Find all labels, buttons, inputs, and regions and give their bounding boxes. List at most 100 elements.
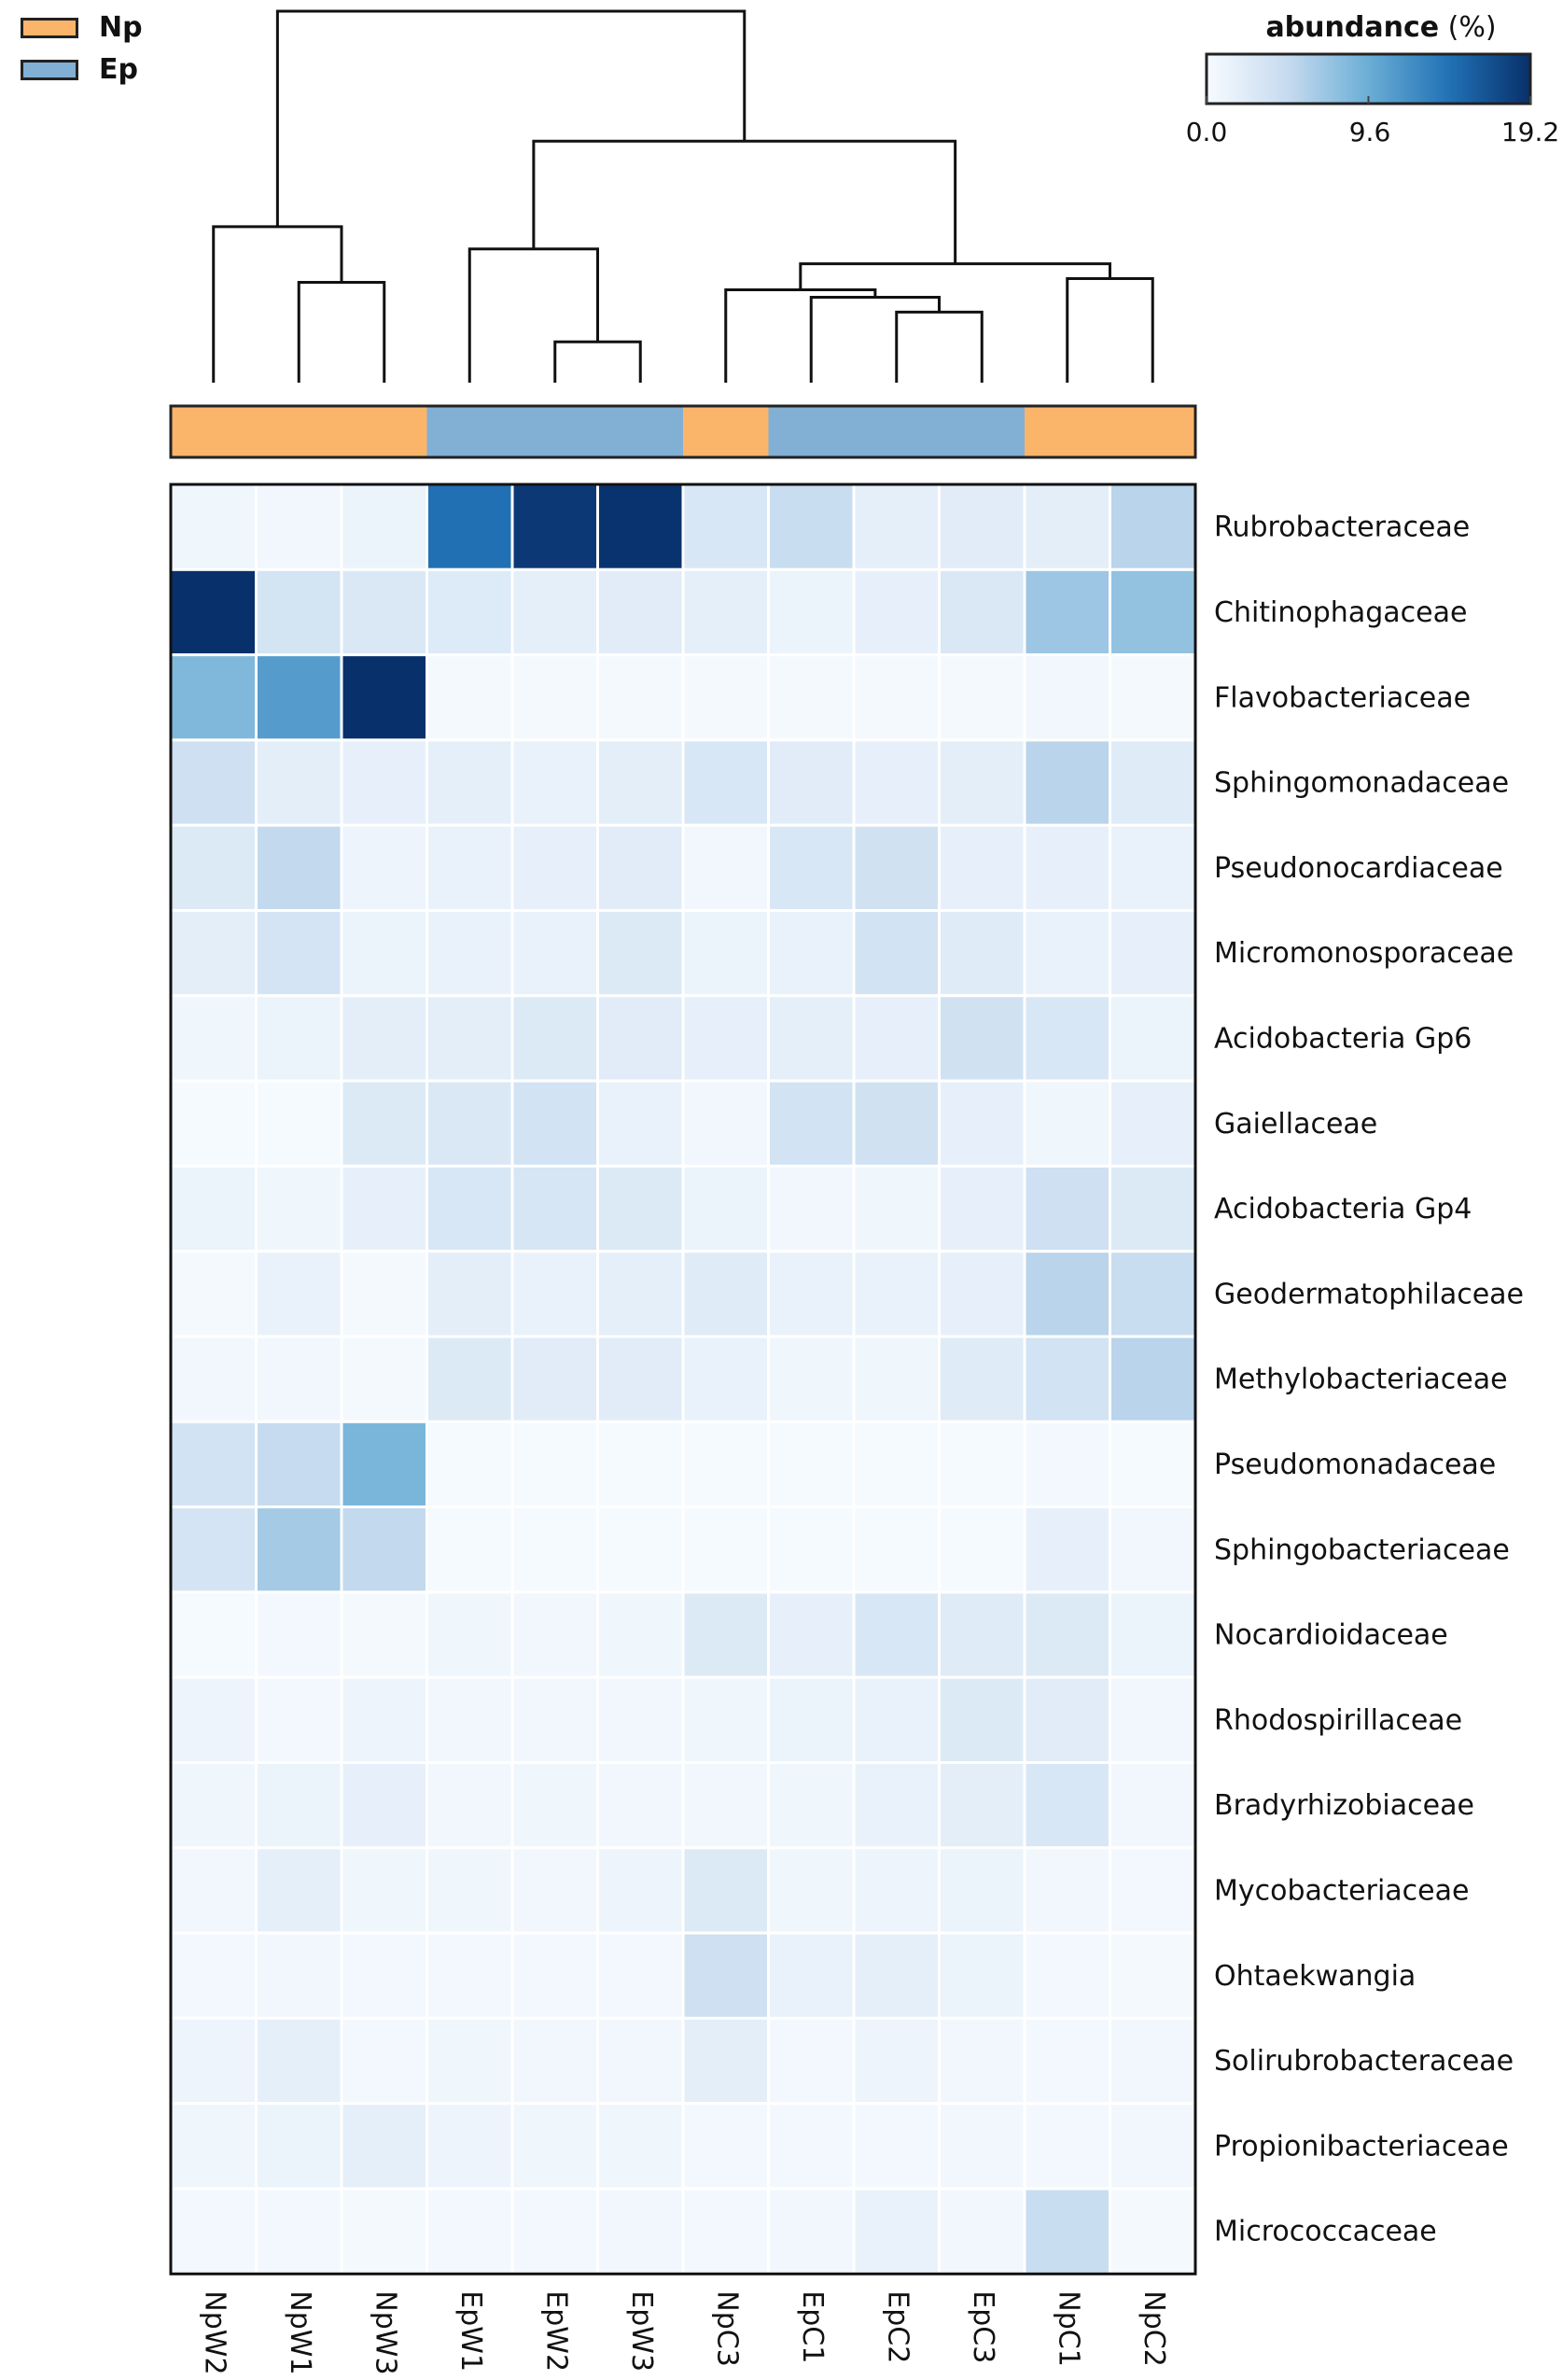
- heatmap-cell: [1023, 1846, 1111, 1935]
- heatmap-cell: [938, 1675, 1026, 1764]
- colorbar-title-text: abundance: [1265, 11, 1440, 44]
- heatmap-cell: [596, 1590, 685, 1679]
- heatmap-cell: [255, 1675, 343, 1764]
- heatmap-cell: [1109, 1420, 1197, 1509]
- heatmap-cell: [938, 1164, 1026, 1253]
- row-labels: Rubrobacteraceae Chitinophagaceae Flavobac…: [1214, 511, 1524, 2248]
- row-label: Rhodospirillaceae: [1214, 1704, 1462, 1737]
- heatmap-cell: [1109, 1931, 1197, 2020]
- heatmap-cell: [767, 1846, 856, 1935]
- heatmap-cell: [340, 738, 428, 827]
- heatmap-cell: [1109, 653, 1197, 742]
- heatmap-cell: [426, 1420, 514, 1509]
- colorbar-tick-min: 0.0: [1185, 117, 1228, 147]
- column-label: EpC2: [881, 2290, 914, 2363]
- heatmap-cell: [510, 1079, 599, 1168]
- heatmap-cell: [426, 823, 514, 913]
- heatmap-cell: [596, 1931, 685, 2020]
- heatmap-cell: [938, 909, 1026, 998]
- heatmap-cell: [1023, 1164, 1111, 1253]
- heatmap-cell: [767, 2102, 856, 2191]
- heatmap-cell: [852, 653, 941, 742]
- heatmap-cell: [1109, 1505, 1197, 1594]
- column-label: NpW3: [369, 2290, 401, 2374]
- heatmap-cell: [767, 2187, 856, 2275]
- heatmap-cell: [1109, 567, 1197, 657]
- colorbar-unit: (%): [1447, 11, 1497, 44]
- heatmap-cell: [1109, 1250, 1197, 1338]
- heatmap-cell: [255, 1079, 343, 1168]
- row-label: Propionibacteriaceae: [1214, 2130, 1509, 2163]
- heatmap-cell: [255, 653, 343, 742]
- heatmap-cell: [340, 1420, 428, 1509]
- heatmap-cell: [340, 2102, 428, 2191]
- heatmap-cell: [852, 567, 941, 657]
- heatmap-cell: [852, 1420, 941, 1509]
- heatmap-cell: [510, 994, 599, 1083]
- dendrogram-link: [297, 281, 386, 383]
- dendrogram-link: [275, 9, 747, 227]
- heatmap-cell: [169, 823, 258, 913]
- heatmap-cell: [1023, 1590, 1111, 1679]
- row-label: Micrococcaceae: [1214, 2216, 1437, 2248]
- heatmap-cell: [426, 567, 514, 657]
- heatmap-cell: [1109, 823, 1197, 913]
- heatmap-cell: [169, 1675, 258, 1764]
- heatmap-cell: [767, 1505, 856, 1594]
- heatmap-cell: [255, 1505, 343, 1594]
- heatmap-cell: [169, 2187, 258, 2275]
- heatmap-cell: [426, 2102, 514, 2191]
- heatmap-cell: [767, 1335, 856, 1423]
- heatmap-cell: [169, 909, 258, 998]
- heatmap-cell: [852, 1250, 941, 1338]
- heatmap-cell: [340, 909, 428, 998]
- heatmap-cell: [681, 1761, 770, 1850]
- heatmap-cell: [255, 2187, 343, 2275]
- heatmap-cell: [1109, 2102, 1197, 2191]
- heatmap-cell: [426, 653, 514, 742]
- heatmap-cell: [169, 1505, 258, 1594]
- heatmap-cell: [510, 1590, 599, 1679]
- heatmap-cell: [596, 823, 685, 913]
- heatmap-cell: [255, 2016, 343, 2106]
- heatmap-cell: [255, 483, 343, 571]
- heatmap-cell: [340, 1761, 428, 1850]
- group-bar-segment: [939, 406, 1026, 457]
- column-label: EpW1: [454, 2290, 487, 2372]
- group-bar-segment: [342, 406, 427, 457]
- heatmap-cell: [510, 738, 599, 827]
- heatmap-cell: [169, 1164, 258, 1253]
- heatmap-cell: [169, 2016, 258, 2106]
- heatmap-cell: [681, 1164, 770, 1253]
- heatmap-cell: [510, 1675, 599, 1764]
- heatmap-cell: [681, 1335, 770, 1423]
- heatmap-cell: [169, 1420, 258, 1509]
- heatmap-cell: [938, 653, 1026, 742]
- heatmap-cell: [255, 1931, 343, 2020]
- column-label: NpW1: [284, 2290, 316, 2374]
- heatmap-cell: [938, 1846, 1026, 1935]
- dendrogram-link: [532, 139, 957, 264]
- heatmap-cell: [681, 1079, 770, 1168]
- heatmap-cell: [340, 823, 428, 913]
- heatmap-cell: [767, 567, 856, 657]
- heatmap-cell: [767, 738, 856, 827]
- heatmap-cell: [169, 1335, 258, 1423]
- heatmap-cell: [852, 738, 941, 827]
- heatmap-cell: [596, 2102, 685, 2191]
- column-label: NpC3: [710, 2290, 743, 2367]
- heatmap-cell: [510, 1761, 599, 1850]
- heatmap-cells: [169, 483, 1197, 2275]
- group-annotation-bar: [169, 404, 1197, 459]
- heatmap-cell: [426, 909, 514, 998]
- heatmap-cell: [169, 483, 258, 571]
- heatmap-cell: [938, 2016, 1026, 2106]
- heatmap-cell: [426, 2016, 514, 2106]
- heatmap-cell: [1023, 738, 1111, 827]
- heatmap-cell: [852, 1335, 941, 1423]
- heatmap-cell: [681, 653, 770, 742]
- heatmap-cell: [596, 2016, 685, 2106]
- heatmap-cell: [938, 2102, 1026, 2191]
- heatmap-cell: [767, 483, 856, 571]
- heatmap-cell: [1109, 994, 1197, 1083]
